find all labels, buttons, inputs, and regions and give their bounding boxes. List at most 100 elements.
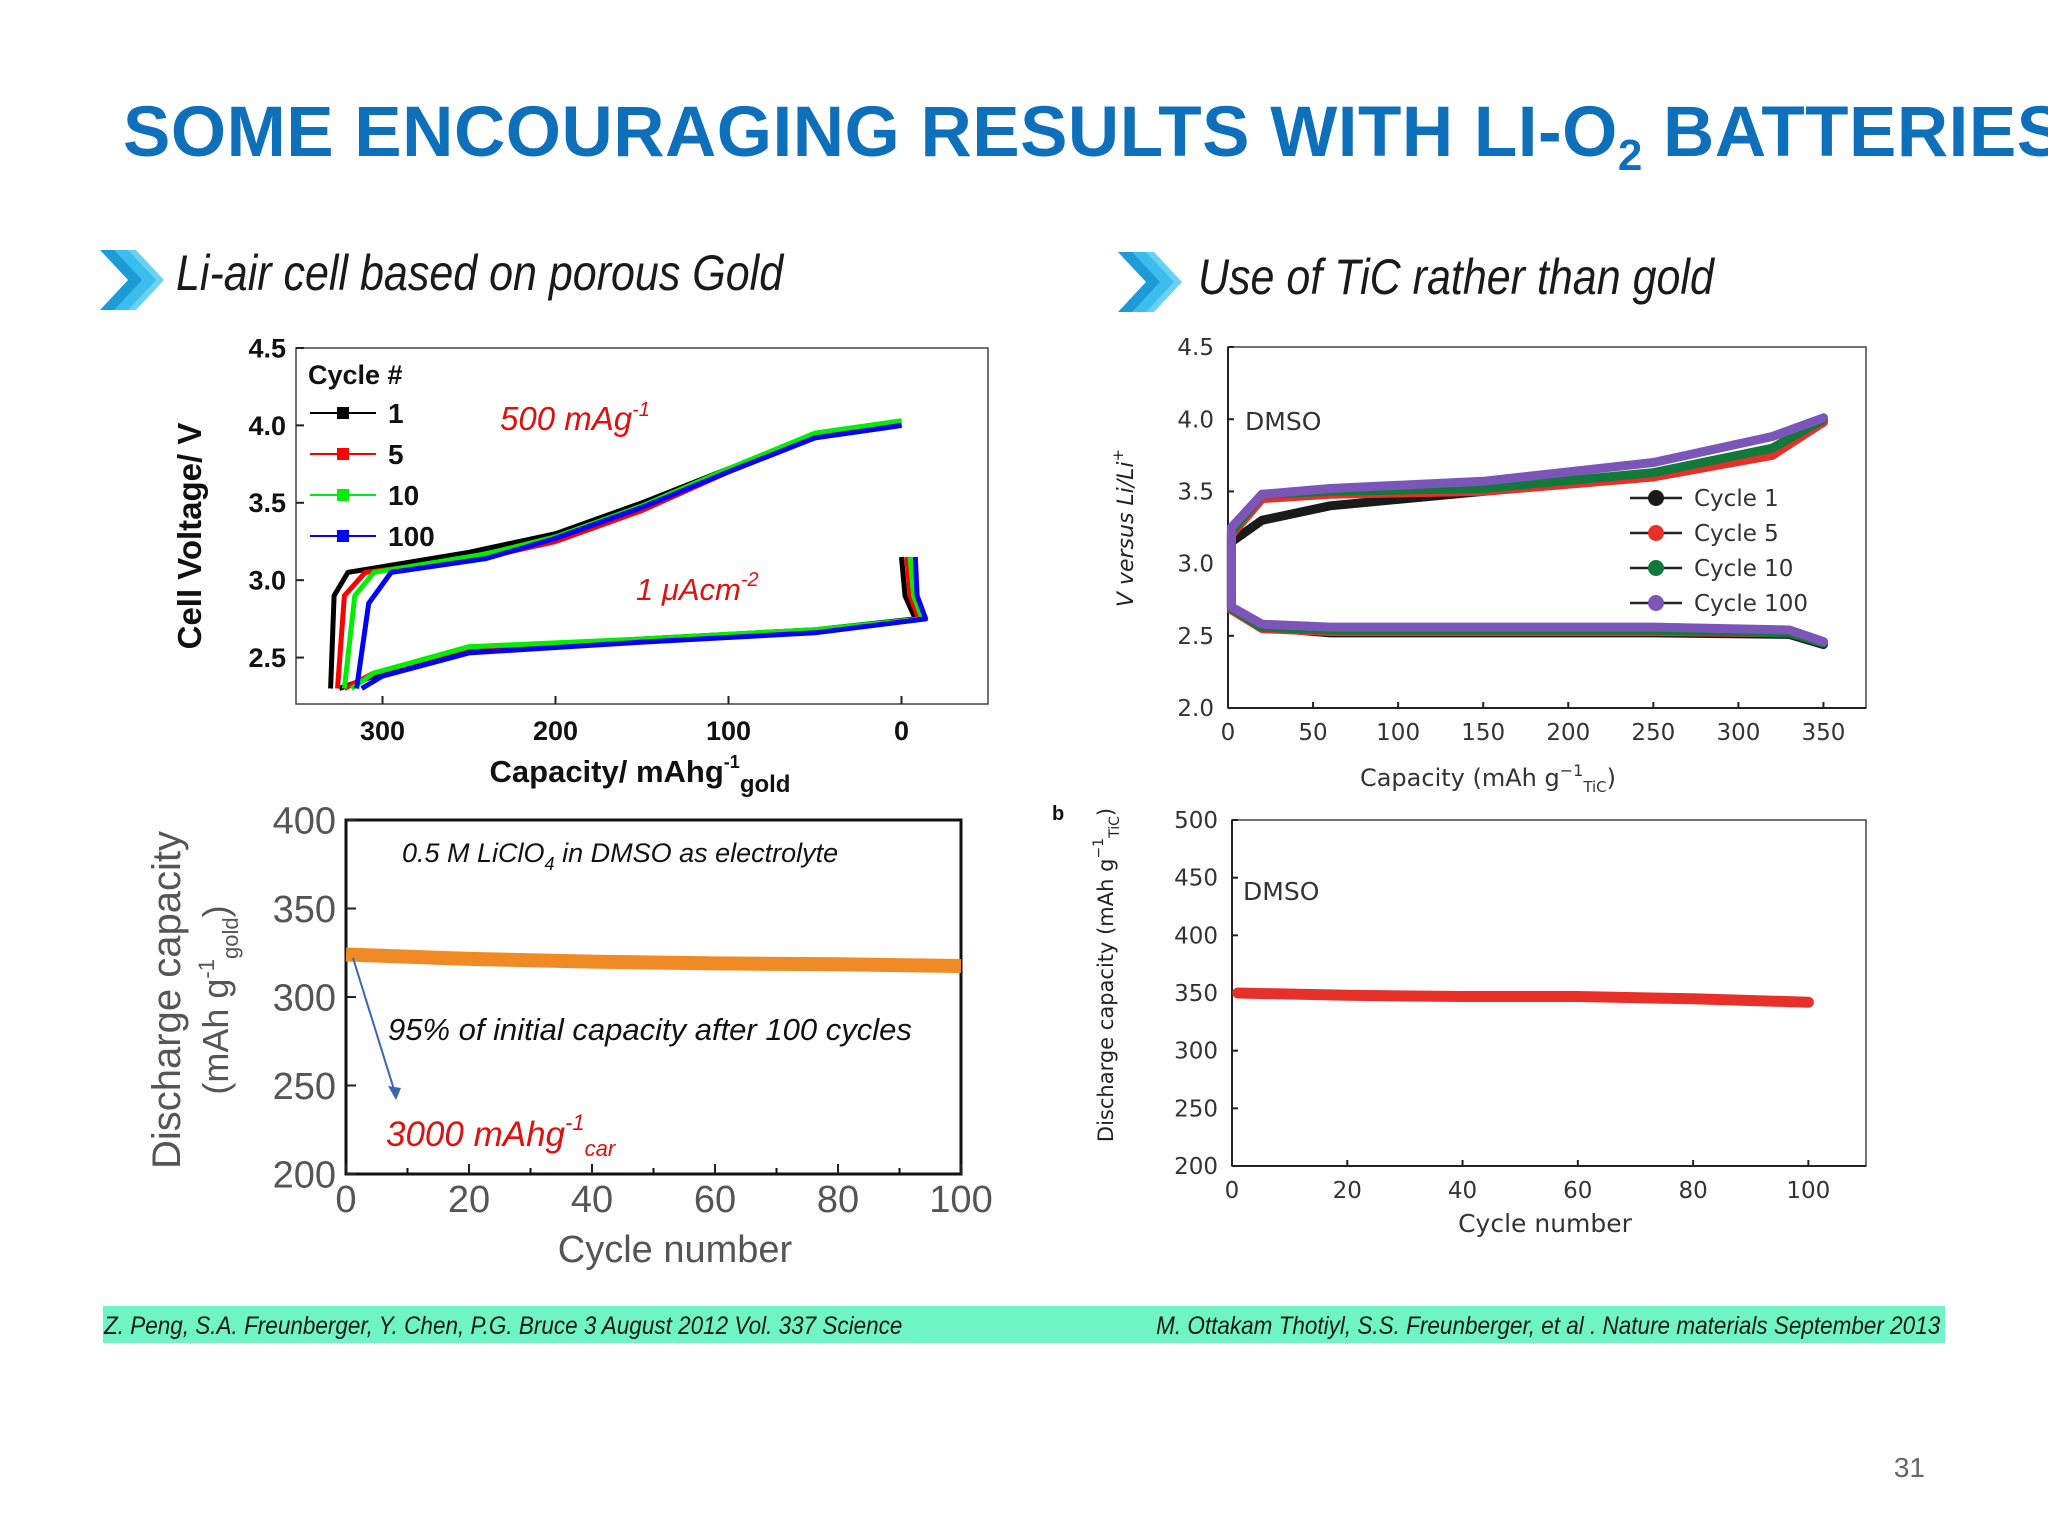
reference-right: M. Ottakam Thotiyl, S.S. Freunberger, et… bbox=[1155, 1312, 1940, 1340]
inset-label: DMSO bbox=[1243, 877, 1319, 906]
retention-annotation: 95% of initial capacity after 100 cycles bbox=[388, 1012, 912, 1047]
y-axis-units-sub: gold bbox=[218, 917, 243, 959]
x-tick-label: 80 bbox=[1678, 1178, 1707, 1204]
y-axis-units-end: ) bbox=[195, 905, 236, 917]
x-axis-label-end: ) bbox=[1607, 764, 1616, 792]
legend-label-10: 10 bbox=[388, 480, 419, 511]
x-tick-label: 100 bbox=[929, 1179, 992, 1221]
legend-label-1: Cycle 5 bbox=[1694, 521, 1779, 547]
legend-marker-1 bbox=[337, 407, 349, 419]
y-tick-label: 200 bbox=[1174, 1154, 1218, 1180]
electrolyte-annotation-pre: 0.5 M LiClO bbox=[402, 838, 545, 868]
plot-frame bbox=[295, 347, 989, 705]
y-tick-label: 400 bbox=[1174, 923, 1218, 949]
x-axis-label-main: Capacity/ mAhg bbox=[490, 754, 724, 789]
x-tick-label: 0 bbox=[894, 716, 909, 746]
x-tick-label: 60 bbox=[1563, 1178, 1592, 1204]
y-tick-label: 500 bbox=[1174, 808, 1218, 834]
x-axis-label-sub: gold bbox=[740, 771, 791, 798]
y-axis-label: V versus Li/Li+ bbox=[1109, 449, 1139, 607]
series-line-cycle-100-charge bbox=[1226, 413, 1828, 532]
heading-left: Li-air cell based on porous Gold bbox=[176, 245, 784, 301]
y-axis-label-main: V versus Li/Li bbox=[1114, 461, 1139, 607]
x-tick-label: 40 bbox=[571, 1179, 613, 1221]
slide-title-subscript: 2 bbox=[1617, 131, 1643, 180]
legend-label-5: 5 bbox=[388, 439, 404, 470]
series-line-discharge-capacity bbox=[1232, 987, 1814, 1008]
panel-label: b bbox=[1052, 803, 1064, 825]
rate-annotation: 500 mAg-1 bbox=[500, 399, 650, 437]
legend-title: Cycle # bbox=[308, 360, 403, 390]
series-line-cycle-100-discharge bbox=[1226, 602, 1828, 647]
y-tick-label: 4.5 bbox=[1177, 335, 1214, 361]
legend-marker-10 bbox=[337, 489, 349, 501]
current-annotation-exp: -2 bbox=[741, 569, 759, 591]
legend-marker-2 bbox=[1648, 560, 1664, 576]
x-axis-label: Capacity/ mAhg-1gold bbox=[490, 752, 791, 798]
y-tick-label: 3.5 bbox=[248, 488, 286, 518]
legend-marker-1 bbox=[1648, 525, 1664, 541]
x-axis-label: Capacity (mAh g−1TiC) bbox=[1360, 761, 1616, 796]
y-axis-units-sup: -1 bbox=[194, 959, 219, 979]
y-axis-label-main: Discharge capacity (mAh g bbox=[1094, 859, 1118, 1143]
x-tick-label: 200 bbox=[1546, 720, 1590, 746]
y-tick-label: 2.5 bbox=[1177, 624, 1214, 650]
y-tick-label: 4.0 bbox=[248, 411, 286, 441]
reference-bar bbox=[103, 1306, 1945, 1343]
inset-label: DMSO bbox=[1245, 407, 1321, 436]
x-tick-label: 80 bbox=[817, 1179, 859, 1221]
x-tick-label: 300 bbox=[1716, 720, 1760, 746]
legend-marker-3 bbox=[1648, 595, 1664, 611]
y-tick-label: 2.0 bbox=[1177, 696, 1214, 722]
x-tick-label: 20 bbox=[1333, 1178, 1362, 1204]
y-axis-label: Cell Voltage/ V bbox=[171, 423, 208, 650]
y-tick-label: 350 bbox=[1174, 981, 1218, 1007]
series-line-cycle-100-discharge bbox=[360, 556, 929, 691]
legend-label-3: Cycle 100 bbox=[1694, 591, 1808, 617]
y-tick-label: 200 bbox=[273, 1154, 336, 1196]
y-tick-label: 4.0 bbox=[1177, 407, 1214, 433]
chevron-arrow-icon bbox=[100, 250, 164, 310]
y-axis-label-sup: −1 bbox=[1091, 838, 1107, 859]
rate-annotation-value: 500 mAg bbox=[500, 400, 633, 437]
y-axis-label-units: (mAh g-1gold) bbox=[194, 905, 243, 1094]
x-tick-label: 350 bbox=[1802, 720, 1846, 746]
slide-title-main: SOME ENCOURAGING RESULTS WITH LI-O bbox=[123, 93, 1618, 172]
carbon-capacity-value: 3000 mAhg bbox=[386, 1115, 566, 1154]
slide-title: SOME ENCOURAGING RESULTS WITH LI-O2 BATT… bbox=[123, 92, 2048, 181]
x-tick-label: 150 bbox=[1461, 720, 1505, 746]
slide-title-end: BATTERIES bbox=[1642, 93, 2048, 172]
x-tick-label: 50 bbox=[1298, 720, 1327, 746]
y-tick-label: 3.0 bbox=[248, 566, 286, 596]
y-tick-label: 350 bbox=[273, 889, 336, 931]
y-tick-label: 3.0 bbox=[1177, 552, 1214, 578]
carbon-capacity-annotation: 3000 mAhg-1car bbox=[386, 1110, 617, 1161]
rate-annotation-exp: -1 bbox=[632, 399, 650, 421]
legend-label-1: 1 bbox=[388, 398, 404, 429]
x-tick-label: 200 bbox=[533, 716, 578, 746]
y-axis-units-main: (mAh g bbox=[195, 979, 236, 1095]
current-annotation-unit: μAcm bbox=[661, 572, 741, 607]
legend-label-100: 100 bbox=[388, 521, 435, 552]
x-tick-label: 100 bbox=[1786, 1178, 1830, 1204]
heading-right: Use of TiC rather than gold bbox=[1198, 249, 1714, 305]
legend-label-2: Cycle 10 bbox=[1694, 556, 1793, 582]
electrolyte-annotation-sub: 4 bbox=[545, 854, 555, 874]
x-tick-label: 20 bbox=[448, 1179, 490, 1221]
x-tick-label: 60 bbox=[694, 1179, 736, 1221]
current-annotation: 1 μAcm-2 bbox=[636, 569, 759, 607]
current-annotation-prefix: 1 bbox=[636, 572, 662, 607]
series-line-cycle-10-discharge bbox=[349, 556, 925, 691]
reference-left: Z. Peng, S.A. Freunberger, Y. Chen, P.G.… bbox=[104, 1312, 903, 1340]
x-axis-label: Cycle number bbox=[558, 1229, 793, 1271]
series-line-cycle-100-charge bbox=[354, 422, 902, 689]
y-axis-label-sub: TiC bbox=[1107, 816, 1123, 839]
electrolyte-annotation-post: in DMSO as electrolyte bbox=[555, 838, 839, 868]
y-axis-label: Discharge capacity bbox=[145, 831, 189, 1169]
legend-label-0: Cycle 1 bbox=[1694, 486, 1779, 512]
y-tick-label: 400 bbox=[273, 800, 336, 842]
legend-marker-100 bbox=[337, 530, 349, 542]
